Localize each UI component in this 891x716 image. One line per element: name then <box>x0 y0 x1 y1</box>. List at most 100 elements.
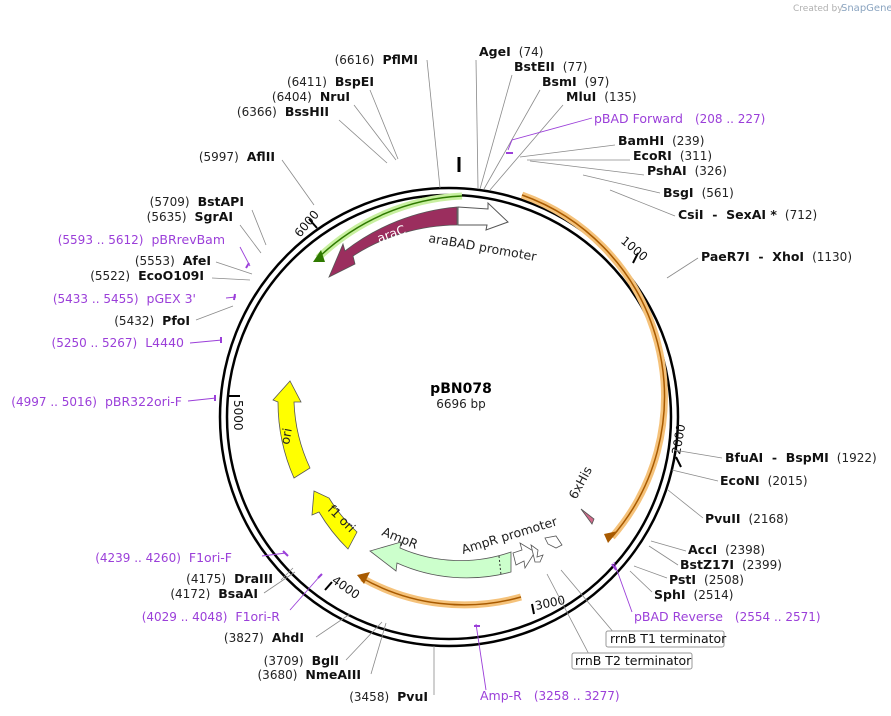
site-PfoI[interactable]: (5432) PfoI <box>114 313 190 328</box>
connector-rrnB-T2 <box>546 573 593 661</box>
site-PflMI[interactable]: (6616) PflMI <box>335 52 418 67</box>
primer-pBAD-Forward[interactable]: pBAD Forward (208 .. 227) <box>594 111 765 126</box>
primer-pGEX[interactable]: (5433 .. 5455) pGEX 3' <box>53 291 196 306</box>
tick-6000 <box>308 218 318 229</box>
connector-DraIII <box>280 567 294 581</box>
tick-1000 <box>632 252 639 264</box>
primer-Amp-R[interactable]: Amp-R (3258 .. 3277) <box>480 688 620 703</box>
primer-F1ori-F[interactable]: (4239 .. 4260) F1ori-F <box>95 550 232 565</box>
connector-Amp-R <box>475 623 487 691</box>
feature-AmpR-promoter[interactable] <box>512 542 536 570</box>
site-MluI[interactable]: MluI (135) <box>566 89 637 104</box>
site-PvuI[interactable]: (3458) PvuI <box>349 689 428 704</box>
primer-ticks <box>214 152 617 627</box>
connector-PstI <box>633 565 668 579</box>
site-DraIII[interactable]: (4175) DraIII <box>186 571 273 586</box>
feature-label-araC: araC <box>375 222 408 246</box>
primer-pBAD-Reverse[interactable]: pBAD Reverse (2554 .. 2571) <box>634 609 821 624</box>
credit-brand: SnapGene <box>841 3 891 14</box>
connector-AhdI <box>315 613 351 638</box>
feature-6xHis[interactable] <box>580 508 595 525</box>
terminator-box-rrnB-T2 <box>571 652 693 670</box>
site-BstAPI[interactable]: (5709) BstAPI <box>150 194 244 209</box>
site-connectors <box>195 59 723 695</box>
site-BsmI[interactable]: BsmI (97) <box>542 74 609 89</box>
connector-pBAD-Forward <box>507 117 593 151</box>
arac-arc-line <box>317 195 463 259</box>
terminator-rrnB-T1[interactable]: rrnB T1 terminator <box>610 631 727 646</box>
site-AflII[interactable]: (5997) AflII <box>199 149 275 164</box>
connector-rrnB-T1 <box>560 569 621 641</box>
site-PstI[interactable]: PstI (2508) <box>669 572 744 587</box>
connector-EcoO109I <box>211 277 251 281</box>
tick-3000 <box>531 603 535 615</box>
site-PshAI[interactable]: PshAI (326) <box>647 163 727 178</box>
primer-pBRrevBam[interactable]: (5593 .. 5612) pBRrevBam <box>58 232 225 247</box>
feature-araBAD-promoter[interactable] <box>457 201 509 231</box>
site-AgeI[interactable]: AgeI (74) <box>479 44 543 59</box>
orf-arc-2-highlight <box>360 574 522 609</box>
connector-BsmI <box>483 89 541 190</box>
tick-label-3000: 3000 <box>534 593 567 613</box>
feature-label-AmpR-promoter: AmpR promoter <box>459 513 559 557</box>
connector-CsiI <box>609 189 676 217</box>
connector-BglI <box>345 621 383 661</box>
primer-tick-pBAD-Reverse <box>611 563 617 571</box>
site-SphI[interactable]: SphI (2514) <box>654 587 733 602</box>
site-EcoRI[interactable]: EcoRI (311) <box>633 148 712 163</box>
site-EcoO109I[interactable]: (5522) EcoO109I <box>90 268 204 283</box>
site-AfeI[interactable]: (5553) AfeI <box>135 253 211 268</box>
site-BstEII[interactable]: BstEII (77) <box>514 59 587 74</box>
connector-pBR322ori-F <box>187 397 217 402</box>
connector-AflII <box>281 159 315 206</box>
site-BspEI[interactable]: (6411) BspEI <box>287 74 374 89</box>
feature-AmpR[interactable] <box>369 541 512 579</box>
snapgene-logo-icon: ⸝ <box>833 4 838 14</box>
site-BamHI[interactable]: BamHI (239) <box>618 133 704 148</box>
feature-ori[interactable] <box>272 380 311 479</box>
connector-BsaAI <box>263 571 296 594</box>
primer-connectors <box>187 117 633 691</box>
site-CsiI-SexAI[interactable]: CsiI - SexAI * (712) <box>678 207 817 222</box>
connector-PflMI <box>426 59 441 189</box>
connector-EcoNI <box>671 469 719 482</box>
site-BglI[interactable]: (3709) BglI <box>264 653 339 668</box>
connector-AccI <box>650 540 687 552</box>
connector-AgeI <box>475 59 479 189</box>
terminator-labels: rrnB T1 terminator rrnB T2 terminator <box>571 630 727 670</box>
site-BsgI[interactable]: BsgI (561) <box>663 185 734 200</box>
site-EcoNI[interactable]: EcoNI (2015) <box>720 473 808 488</box>
connector-NmeAIII <box>370 622 387 675</box>
connector-AfeI <box>215 261 253 275</box>
site-NruI[interactable]: (6404) NruI <box>272 89 350 104</box>
primer-labels: pBAD Forward (208 .. 227) pBAD Reverse (25… <box>11 111 820 703</box>
primer-tick-F1ori-F <box>282 550 289 557</box>
orf-arc-2-arrowhead <box>357 572 370 584</box>
tick-label-5000: 5000 <box>231 400 245 431</box>
site-BstZ17I[interactable]: BstZ17I (2399) <box>680 557 782 572</box>
site-AhdI[interactable]: (3827) AhdI <box>224 630 304 645</box>
primer-tick-pBRrevBam <box>245 262 250 269</box>
feature-AmpR-promoter-small <box>530 544 544 563</box>
connector-F1ori-R <box>289 575 321 611</box>
site-BfuAI-BspMI[interactable]: BfuAI - BspMI (1922) <box>725 450 877 465</box>
feature-araC[interactable] <box>328 206 458 278</box>
site-AccI[interactable]: AccI (2398) <box>688 542 765 557</box>
site-BssHII[interactable]: (6366) BssHII <box>237 104 329 119</box>
site-BsaAI[interactable]: (4172) BsaAI <box>170 586 258 601</box>
feature-f1-ori[interactable] <box>311 490 358 550</box>
primer-tick-pGEX <box>233 293 236 301</box>
connector-F1ori-F <box>261 552 287 557</box>
site-NmeAIII[interactable]: (3680) NmeAIII <box>258 667 362 682</box>
primer-L4440[interactable]: (5250 .. 5267) L4440 <box>52 335 185 350</box>
site-PaeR7I-XhoI[interactable]: PaeR7I - XhoI (1130) <box>701 249 852 264</box>
primer-pBR322ori-F[interactable]: (4997 .. 5016) pBR322ori-F <box>11 394 182 409</box>
connector-MluI <box>489 104 564 191</box>
site-PvuII[interactable]: PvuII (2168) <box>705 511 788 526</box>
site-labels-left: (6616) PflMI (6411) BspEI (6404) NruI (6366… <box>90 52 428 704</box>
site-SgrAI[interactable]: (5635) SgrAI <box>147 209 233 224</box>
primer-F1ori-R[interactable]: (4029 .. 4048) F1ori-R <box>142 609 281 624</box>
orf-arc-line <box>521 194 666 538</box>
feature-rrnB-terminator-marker <box>544 535 563 549</box>
terminator-rrnB-T2[interactable]: rrnB T2 terminator <box>575 653 692 668</box>
